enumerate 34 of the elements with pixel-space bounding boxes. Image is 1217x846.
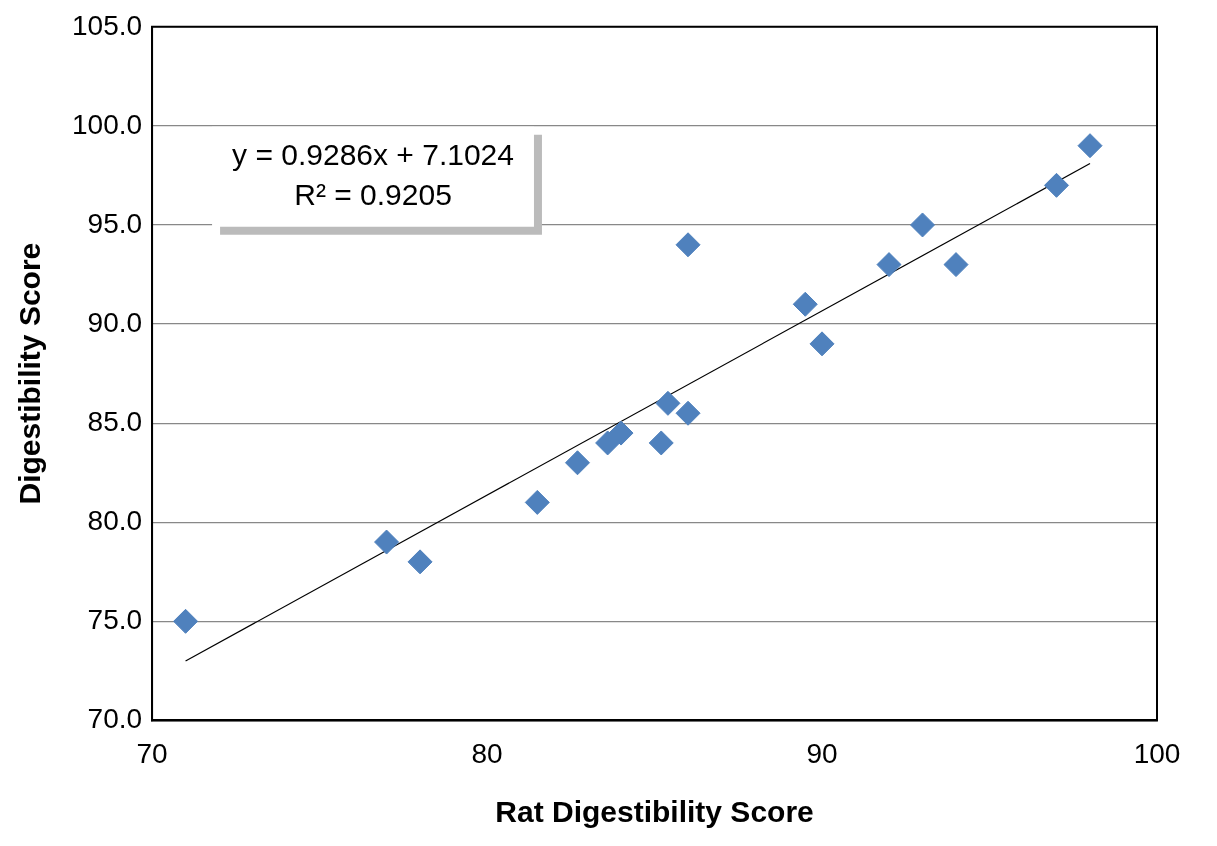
y-tick-label: 100.0 <box>71 108 143 140</box>
x-axis-title: Rat Digestibility Score <box>495 795 814 829</box>
point <box>648 430 674 456</box>
point <box>910 212 936 238</box>
point <box>524 489 550 515</box>
point <box>792 291 818 317</box>
x-tick-label: 80 <box>471 737 503 769</box>
y-tick-label: 105.0 <box>71 9 143 41</box>
point <box>876 252 902 278</box>
y-tick-label: 70.0 <box>87 703 143 735</box>
x-tick-label: 90 <box>806 737 838 769</box>
y-tick-label: 80.0 <box>87 504 143 536</box>
point <box>1044 172 1070 198</box>
y-axis-title: Digestibility Score <box>13 242 47 505</box>
point <box>595 430 621 456</box>
point <box>564 450 590 476</box>
x-tick-label: 70 <box>136 737 168 769</box>
point <box>675 400 701 426</box>
annotation: y = 0.9286x + 7.1024 <box>232 138 514 172</box>
y-tick-label: 75.0 <box>87 604 143 636</box>
x-tick-label: 100 <box>1133 737 1181 769</box>
point <box>809 331 835 357</box>
annotation: R² = 0.9205 <box>294 178 452 212</box>
y-tick-label: 95.0 <box>87 207 143 239</box>
point <box>943 252 969 278</box>
y-tick-label: 90.0 <box>87 306 143 338</box>
point <box>675 232 701 258</box>
point <box>173 608 199 634</box>
point <box>608 420 634 446</box>
point <box>655 390 681 416</box>
point <box>1077 133 1103 159</box>
y-tick-label: 85.0 <box>87 405 143 437</box>
point <box>374 529 400 555</box>
point <box>407 549 433 575</box>
